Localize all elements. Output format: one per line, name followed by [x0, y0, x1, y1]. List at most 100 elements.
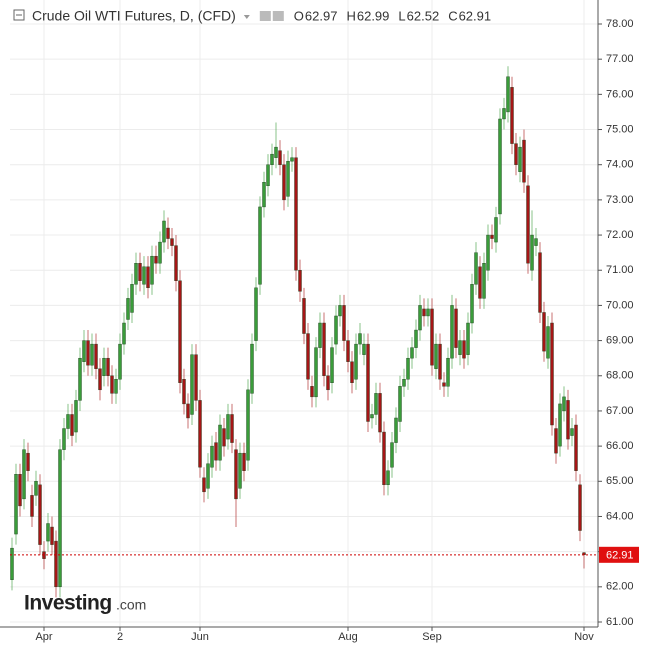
y-tick-label: 71.00 [606, 264, 634, 276]
candle-body [98, 368, 102, 391]
candle-body [298, 270, 302, 292]
candle-body [366, 343, 370, 422]
x-tick-label: Aug [338, 631, 358, 643]
y-tick-label: 64.00 [606, 510, 634, 522]
logo-main: Investing [24, 592, 112, 615]
candle-body [370, 414, 374, 419]
candle-body [410, 347, 414, 359]
candle-body [54, 540, 58, 588]
candle-body [198, 400, 202, 468]
candle-body [134, 263, 138, 285]
candle-body [558, 403, 562, 447]
candle-body [238, 452, 242, 489]
y-tick-label: 67.00 [606, 405, 634, 417]
last-price-label: 62.91 [606, 550, 634, 562]
candle-body [94, 343, 98, 369]
candle-body [422, 308, 426, 317]
candle-body [230, 414, 234, 443]
candle-body [162, 220, 166, 243]
y-tick-label: 70.00 [606, 299, 634, 311]
candle-body [490, 234, 494, 239]
candle-body [62, 428, 66, 450]
candle-body [50, 526, 54, 545]
candle-body [462, 340, 466, 359]
candle-body [118, 343, 122, 380]
y-tick-label: 69.00 [606, 334, 634, 346]
candle-body [274, 146, 278, 158]
chart-title: Crude Oil WTI Futures, D, (CFD) [32, 8, 236, 24]
candle-body [506, 76, 510, 113]
candle-body [158, 241, 162, 264]
settings-icon[interactable] [259, 11, 271, 21]
candle-body [114, 379, 118, 394]
candle-body [10, 547, 14, 580]
candle-body [30, 495, 34, 517]
y-tick-label: 65.00 [606, 475, 634, 487]
logo-suffix: .com [116, 597, 146, 613]
candle-body [126, 298, 130, 320]
candle-body [390, 442, 394, 468]
y-tick-label: 62.00 [606, 581, 634, 593]
candle-body [442, 382, 446, 387]
candle-body [426, 308, 430, 317]
candle-body [338, 305, 342, 317]
candle-body [106, 357, 110, 376]
candle-body [326, 375, 330, 391]
candles [10, 66, 586, 598]
candle-body [18, 474, 22, 507]
candle-body [150, 255, 154, 285]
candle-body [382, 431, 386, 486]
candle-body [346, 340, 350, 362]
candle-body [374, 393, 378, 415]
candle-body [458, 340, 462, 355]
candle-body [242, 452, 246, 471]
x-tick-label: Sep [422, 631, 442, 643]
candle-body [510, 87, 514, 144]
candle-body [570, 428, 574, 436]
candle-body [210, 445, 214, 468]
candle-body [550, 322, 554, 426]
candle-body [334, 315, 338, 345]
candle-body [362, 343, 366, 355]
candle-body [182, 379, 186, 405]
candle-body [398, 386, 402, 422]
candle-body [418, 305, 422, 331]
collapse-icon[interactable] [13, 9, 25, 21]
legend-value: 62.91 [459, 8, 492, 23]
candle-body [486, 234, 490, 271]
legend-key: L [398, 8, 405, 23]
candle-body [446, 357, 450, 387]
candle-body [290, 157, 294, 162]
candle-body [174, 245, 178, 281]
candle-body [518, 146, 522, 172]
y-tick-label: 78.00 [606, 18, 634, 30]
candle-body [482, 263, 486, 299]
candle-body [70, 414, 74, 436]
y-tick-label: 66.00 [606, 440, 634, 452]
candle-body [342, 305, 346, 341]
candle-body [378, 393, 382, 433]
x-tick-label: 2 [117, 631, 123, 643]
y-tick-label: 61.00 [606, 616, 634, 628]
legend-key: O [294, 8, 304, 23]
y-tick-label: 72.00 [606, 229, 634, 241]
candle-body [102, 357, 106, 376]
candle-body [74, 400, 78, 433]
y-tick-label: 75.00 [606, 123, 634, 135]
candle-body [474, 252, 478, 285]
candle-body [318, 322, 322, 348]
candle-body [130, 284, 134, 313]
candle-body [354, 343, 358, 380]
x-tick-label: Nov [574, 631, 594, 643]
candle-body [226, 414, 230, 440]
candle-body [406, 357, 410, 380]
candle-body [470, 284, 474, 324]
candle-body [302, 298, 306, 334]
candle-body [502, 108, 506, 120]
candle-body [266, 164, 270, 187]
candle-body [218, 424, 222, 461]
candle-body [350, 361, 354, 384]
candle-body [542, 312, 546, 352]
settings-icon[interactable] [272, 11, 284, 21]
candle-body [546, 326, 550, 359]
